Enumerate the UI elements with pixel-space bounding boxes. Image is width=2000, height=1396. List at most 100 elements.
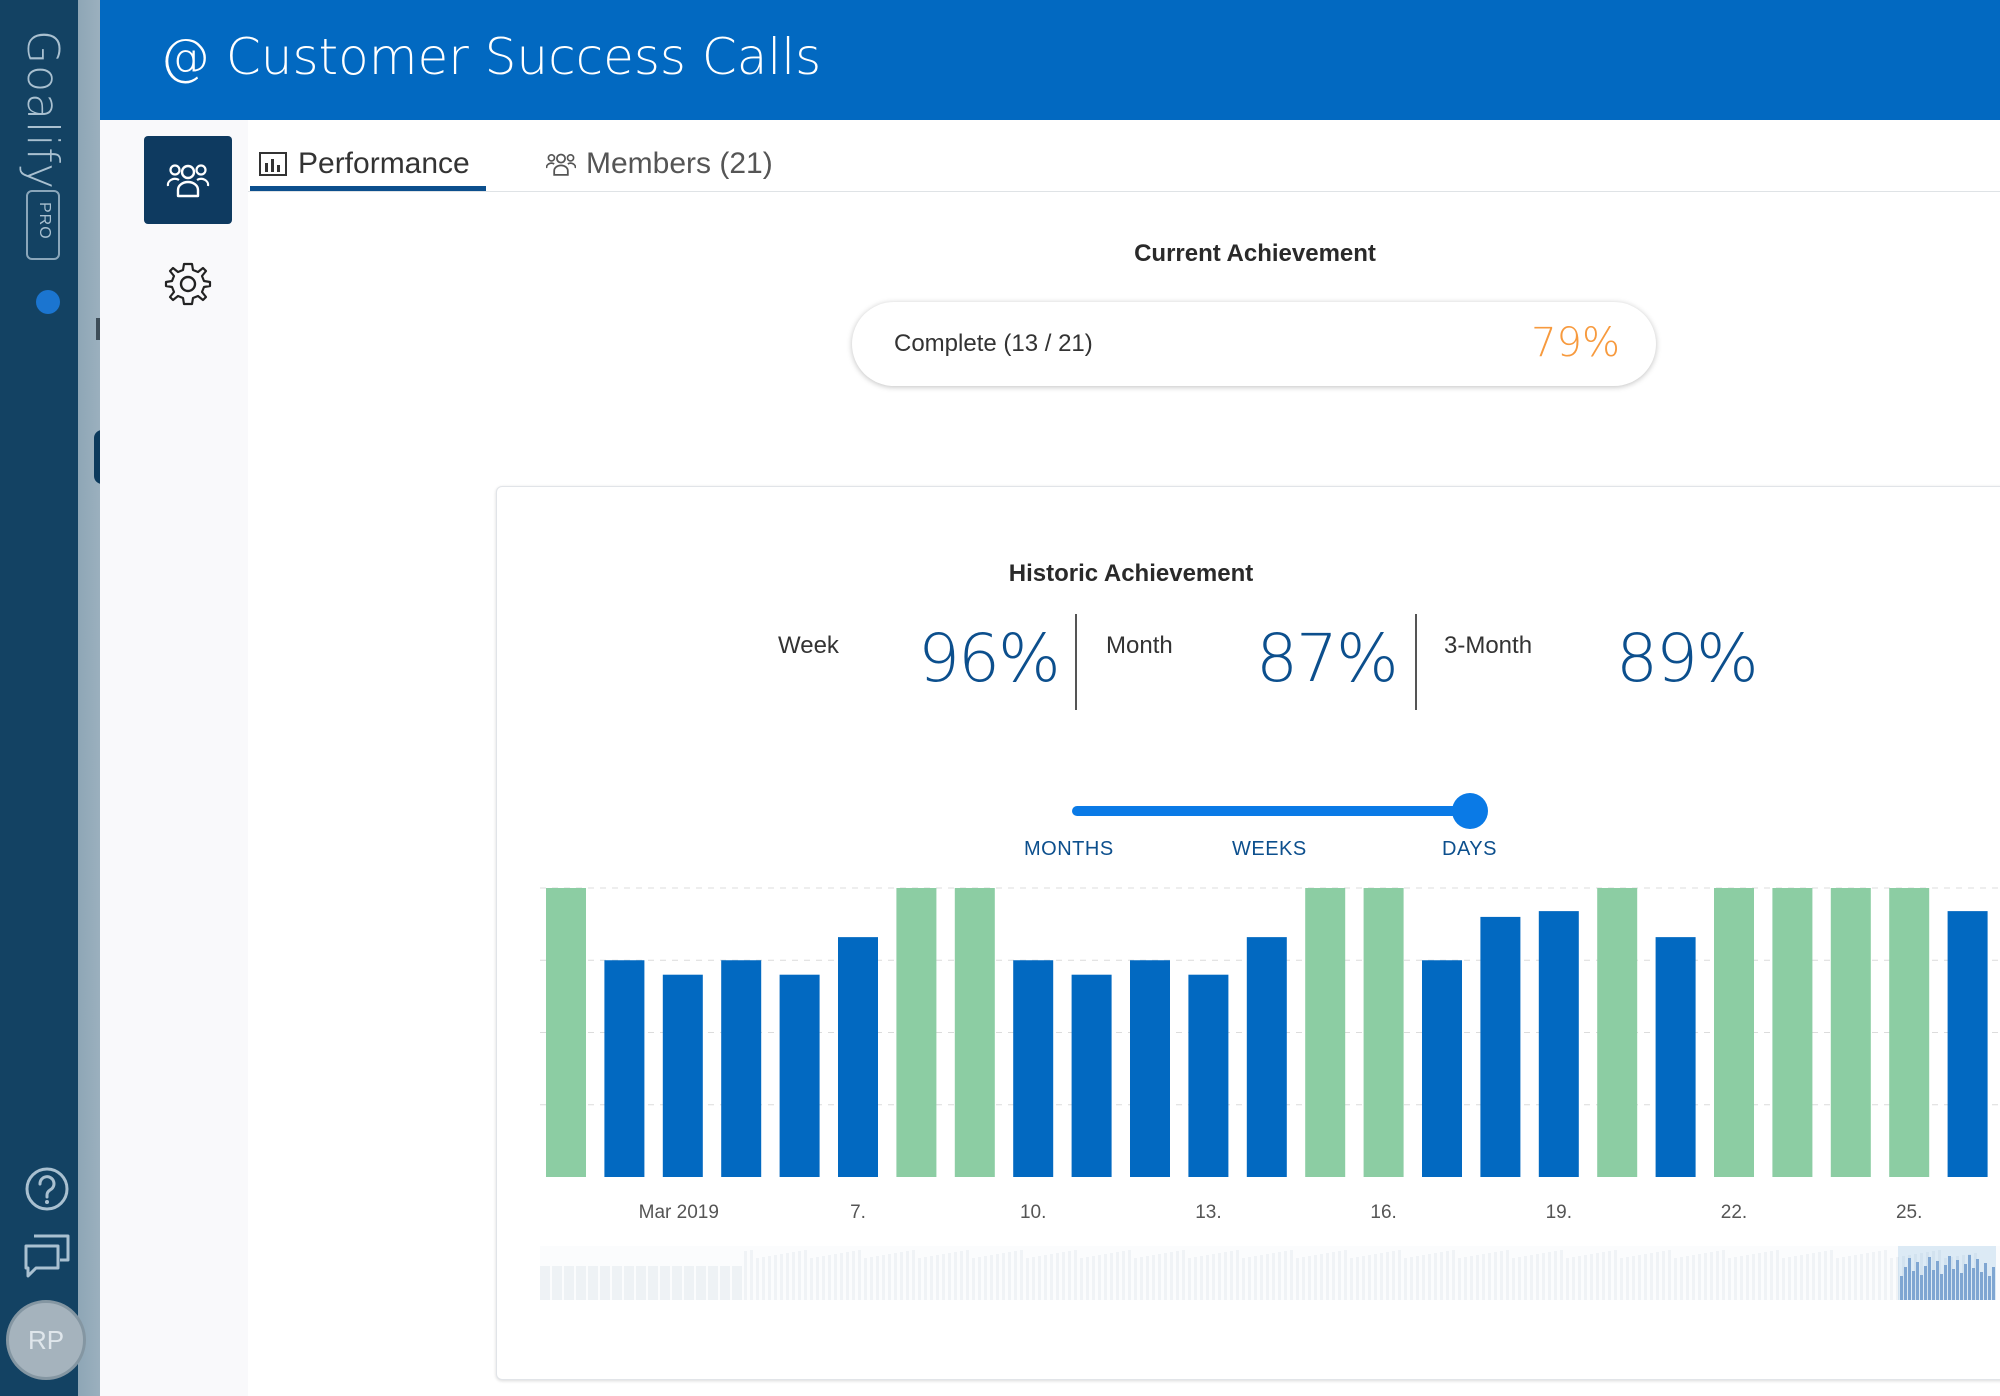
navigator-bar [1914,1254,1917,1300]
navigator-bar [600,1266,610,1300]
granularity-slider-handle[interactable] [1452,793,1488,829]
bar-mar-24[interactable] [1714,888,1754,1177]
active-tab-indicator [250,186,486,191]
x-tick-label: 19. [1546,1202,1572,1223]
bar-mar-28[interactable] [1947,911,1988,1177]
bar-mar-9[interactable] [838,937,878,1177]
bar-mar-19[interactable] [1422,960,1462,1177]
navigator-bar [1314,1255,1317,1300]
navigator-bar [1512,1258,1515,1300]
navigator-bar [1092,1256,1095,1300]
people-icon [166,164,210,198]
stat-3month-label: 3-Month [1444,632,1533,659]
navigator-bar [846,1252,849,1300]
navigator-bar [1008,1252,1011,1300]
navigator-bar [1446,1251,1449,1300]
complete-label: Complete (13 / 21) [894,330,1093,357]
navigator-bar [1482,1254,1485,1300]
bar-mar-4[interactable] [546,888,586,1177]
navigator-selected-bar [1940,1274,1943,1300]
navigator-bar [960,1251,963,1300]
bar-mar-7[interactable] [721,960,762,1177]
chat-icon[interactable] [22,1232,72,1278]
navigator-bar [1074,1250,1077,1300]
granularity-slider-track[interactable] [1072,806,1472,816]
stat-week-label: Week [778,632,839,659]
navigator-bar [1842,1257,1845,1300]
bar-mar-26[interactable] [1830,888,1871,1177]
x-tick-label: 22. [1721,1202,1747,1223]
navigator-bar [1716,1251,1719,1300]
navigator-bar [1632,1256,1635,1300]
navigator-selected-bar [1924,1266,1927,1300]
navigator-selected-bar [1928,1257,1931,1300]
sidebar-item-members[interactable] [144,136,232,224]
navigator-bar [1452,1250,1455,1300]
granularity-days[interactable]: DAYS [1442,838,1497,860]
navigator-bar [1782,1258,1785,1300]
bar-mar-16[interactable] [1246,937,1287,1177]
navigator-bar [552,1266,562,1300]
bar-mar-21[interactable] [1538,911,1579,1177]
bar-mar-14[interactable] [1130,960,1170,1177]
tab-bar: Performance Members (21) [248,120,2000,192]
bar-mar-22[interactable] [1597,888,1638,1177]
bar-mar-23[interactable] [1655,937,1696,1177]
navigator-bar [732,1266,742,1300]
navigator-bar [1164,1253,1167,1300]
navigator-bar [1002,1253,1005,1300]
granularity-weeks[interactable]: WEEKS [1232,838,1307,860]
navigator-bar [1974,1253,1977,1300]
navigator-bar [1758,1253,1761,1300]
navigator-bar [1824,1251,1827,1300]
bar-mar-13[interactable] [1071,974,1112,1177]
navigator-bar [1050,1254,1053,1300]
navigator-bar [1566,1258,1569,1300]
bar-mar-11[interactable] [954,888,995,1177]
navigator-bar [810,1258,813,1300]
navigator-bar [1500,1251,1503,1300]
tab-members[interactable]: Members (21) [546,138,773,190]
help-icon[interactable] [24,1166,70,1212]
tab-members-label: Members (21) [586,147,773,180]
bar-mar-5[interactable] [604,960,645,1177]
bar-mar-8[interactable] [779,974,820,1177]
navigator-bar [852,1251,855,1300]
historic-achievement-title: Historic Achievement [1008,560,1254,587]
bar-mar-25[interactable] [1772,888,1813,1177]
navigator-bar [1158,1254,1161,1300]
tab-performance[interactable]: Performance [258,138,470,190]
navigator-selected-bar [1960,1273,1963,1300]
navigator-bar [900,1252,903,1300]
rail-active-indicator [94,430,104,484]
avatar[interactable]: RP [6,1300,86,1380]
bar-mar-12[interactable] [1013,960,1054,1177]
navigator-bar [1206,1255,1209,1300]
navigator-bar [624,1266,634,1300]
navigator-bar [540,1266,550,1300]
tab-performance-label: Performance [298,147,470,180]
bar-mar-10[interactable] [896,888,937,1177]
navigator-bar [930,1256,933,1300]
navigator-bar [1440,1252,1443,1300]
bar-mar-20[interactable] [1480,916,1521,1177]
bar-chart: Mar 2019 7. 10. 13. 16. 19. 22. 25. [540,887,2000,1223]
navigator-bar [1140,1257,1143,1300]
navigator-bar [840,1253,843,1300]
bar-mar-15[interactable] [1188,974,1229,1177]
navigator-bar [1044,1255,1047,1300]
gear-icon[interactable] [164,260,212,308]
navigator-bar [1422,1255,1425,1300]
navigator-bar [1344,1250,1347,1300]
bar-mar-18[interactable] [1363,888,1404,1177]
navigator-bar [1548,1252,1551,1300]
range-navigator[interactable] [540,1246,2000,1300]
stat-month-value: 87% [1256,620,1399,697]
bar-mar-27[interactable] [1889,888,1930,1177]
bar-mar-6[interactable] [662,974,703,1177]
navigator-selected-bar [1932,1270,1935,1300]
bar-mar-17[interactable] [1305,888,1346,1177]
granularity-months[interactable]: MONTHS [1024,838,1114,860]
navigator-bar [1368,1255,1371,1300]
navigator-bar [1212,1254,1215,1300]
